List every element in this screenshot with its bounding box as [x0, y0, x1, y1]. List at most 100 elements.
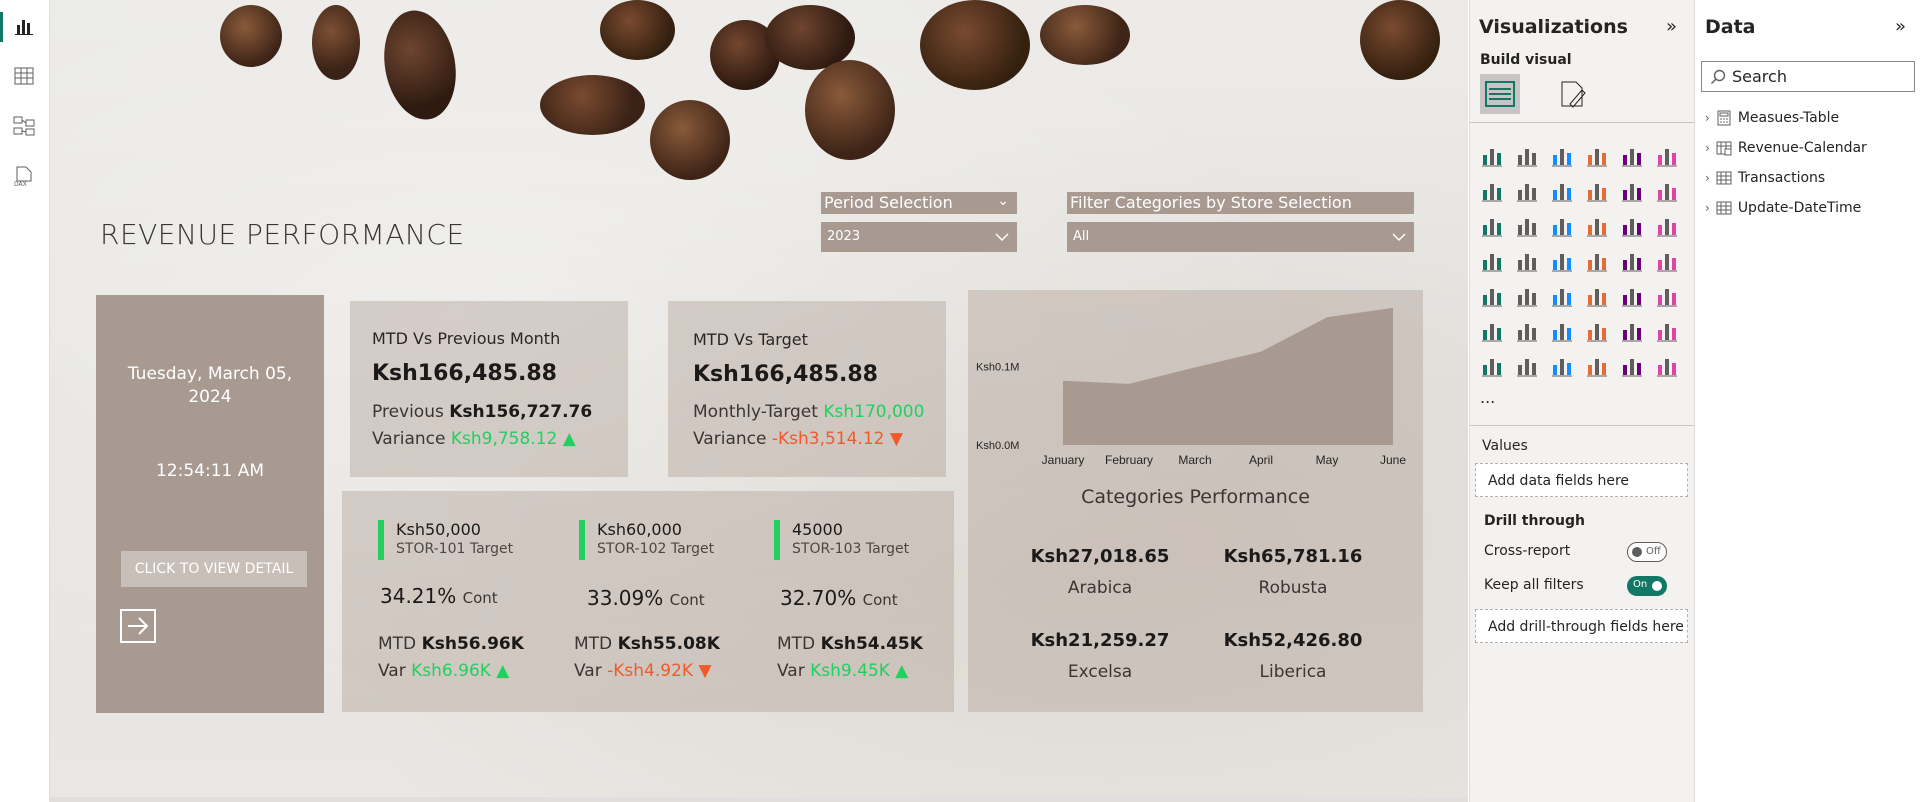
donut-icon[interactable] [1619, 213, 1645, 239]
table-item[interactable]: › Measues-Table [1705, 110, 1839, 126]
table-item[interactable]: › Update-DateTime [1705, 200, 1861, 216]
chevron-down-icon: ⌄ [997, 193, 1009, 209]
azure-map-icon[interactable] [1584, 248, 1610, 274]
python-visual-icon[interactable] [1479, 318, 1505, 344]
decomposition-tree-icon[interactable] [1549, 318, 1575, 344]
qa-icon[interactable] [1584, 318, 1610, 344]
stacked-column-icon[interactable] [1514, 143, 1540, 169]
target-indicator [774, 520, 780, 560]
stacked-bar-icon[interactable] [1479, 143, 1505, 169]
arrow-right-button[interactable] [120, 609, 156, 643]
target-indicator [378, 520, 384, 560]
clustered-column-icon[interactable] [1584, 143, 1610, 169]
chevron-right-icon: › [1705, 141, 1710, 155]
funnel-icon[interactable] [1514, 213, 1540, 239]
store-var: -Ksh4.92K ▼ [607, 661, 712, 681]
card-icon[interactable] [1654, 248, 1680, 274]
collapse-data-button[interactable]: » [1895, 16, 1906, 37]
line-column-icon[interactable] [1584, 178, 1610, 204]
mtd-prev-value: Ksh166,485.88 [372, 361, 557, 386]
more-visuals-button[interactable]: ... [1480, 388, 1496, 407]
slicer-icon[interactable] [1549, 283, 1575, 309]
store-filter-dropdown[interactable]: All [1067, 222, 1414, 252]
var-label: Var [378, 661, 406, 681]
filled-map-icon[interactable] [1514, 248, 1540, 274]
store-pct: 34.21% [380, 584, 457, 608]
table-name: Update-DateTime [1737, 200, 1862, 216]
arcgis-icon[interactable] [1584, 353, 1610, 379]
diamond-icon[interactable] [1619, 353, 1645, 379]
keep-filters-toggle[interactable]: On [1627, 576, 1667, 596]
search-placeholder: Search [1732, 67, 1787, 86]
map-icon[interactable] [1479, 248, 1505, 274]
kpi-icon[interactable] [1514, 283, 1540, 309]
line-chart-icon[interactable] [1479, 178, 1505, 204]
store-targets-card: Ksh50,000 STOR-101 Target 34.21% Cont MT… [342, 491, 954, 712]
view-detail-button[interactable]: CLICK TO VIEW DETAIL [121, 551, 307, 587]
multi-row-card-icon[interactable] [1479, 283, 1505, 309]
100-column-icon[interactable] [1654, 143, 1680, 169]
chevron-visual-icon[interactable] [1654, 353, 1680, 379]
store-contribution: 34.21% Cont [380, 584, 498, 608]
cont-label: Cont [462, 589, 498, 607]
toggle-knob [1652, 581, 1662, 591]
double-chevron-right-icon: » [1666, 16, 1678, 37]
dax-query-view-button[interactable]: DAX [8, 162, 40, 190]
power-apps-icon[interactable] [1514, 353, 1540, 379]
chevron-right-icon: › [1705, 171, 1710, 185]
mtd-target-title: MTD Vs Target [693, 330, 808, 349]
canvas-scrollbar-track[interactable] [50, 797, 1468, 802]
pie-icon[interactable] [1584, 213, 1610, 239]
table-icon[interactable] [1584, 283, 1610, 309]
ribbon-chart-icon[interactable] [1654, 178, 1680, 204]
data-title: Data [1705, 16, 1756, 38]
cont-label: Cont [862, 591, 898, 609]
stacked-area-icon[interactable] [1549, 178, 1575, 204]
area-chart-icon[interactable] [1514, 178, 1540, 204]
collapse-pane-button[interactable]: » [1666, 16, 1677, 37]
revenue-area-series[interactable] [1063, 307, 1393, 445]
format-visual-tab[interactable] [1556, 78, 1590, 112]
store-contribution: 33.09% Cont [587, 586, 705, 610]
build-visual-label: Build visual [1480, 52, 1572, 68]
table-item[interactable]: › Transactions [1705, 170, 1825, 186]
clustered-bar-icon[interactable] [1549, 143, 1575, 169]
table-item[interactable]: › Revenue-Calendar [1705, 140, 1867, 156]
toggle-state: Off [1646, 546, 1661, 557]
scatter-icon[interactable] [1549, 213, 1575, 239]
svg-text:DAX: DAX [14, 181, 27, 187]
period-dropdown[interactable]: 2023 [821, 222, 1017, 252]
values-well[interactable]: Add data fields here [1475, 463, 1688, 497]
shape-map-icon[interactable] [1549, 248, 1575, 274]
waterfall-icon[interactable] [1479, 213, 1505, 239]
metrics-icon[interactable] [1654, 318, 1680, 344]
model-view-button[interactable] [8, 112, 40, 140]
store-filter-header: Filter Categories by Store Selection [1067, 192, 1414, 214]
matrix-icon[interactable] [1619, 283, 1645, 309]
paintbrush-page-icon [1561, 81, 1586, 108]
drill-through-well[interactable]: Add drill-through fields here [1475, 609, 1688, 643]
store-name: STOR-101 Target [396, 541, 514, 557]
build-visual-tab[interactable] [1480, 74, 1520, 114]
r-visual-icon[interactable] [1654, 283, 1680, 309]
store-name: STOR-102 Target [597, 541, 715, 557]
period-slicer-header[interactable]: Period Selection ⌄ [821, 192, 1017, 214]
arrow-right-icon [128, 617, 149, 635]
chevron-right-icon: › [1705, 111, 1710, 125]
paginated-report-icon[interactable] [1479, 353, 1505, 379]
line-clustered-column-icon[interactable] [1619, 178, 1645, 204]
report-title: REVENUE PERFORMANCE [100, 218, 465, 251]
table-view-button[interactable] [8, 62, 40, 90]
smart-narrative-icon[interactable] [1619, 318, 1645, 344]
report-view-button[interactable] [8, 12, 40, 40]
x-tick-label: June [1380, 453, 1406, 467]
period-value: 2023 [827, 229, 861, 244]
key-influencers-icon[interactable] [1514, 318, 1540, 344]
treemap-icon[interactable] [1654, 213, 1680, 239]
100-bar-icon[interactable] [1619, 143, 1645, 169]
gauge-icon[interactable] [1619, 248, 1645, 274]
search-input[interactable]: Search [1701, 61, 1915, 92]
power-automate-icon[interactable] [1549, 353, 1575, 379]
cross-report-toggle[interactable]: Off [1627, 542, 1667, 562]
table-icon [1716, 201, 1732, 215]
